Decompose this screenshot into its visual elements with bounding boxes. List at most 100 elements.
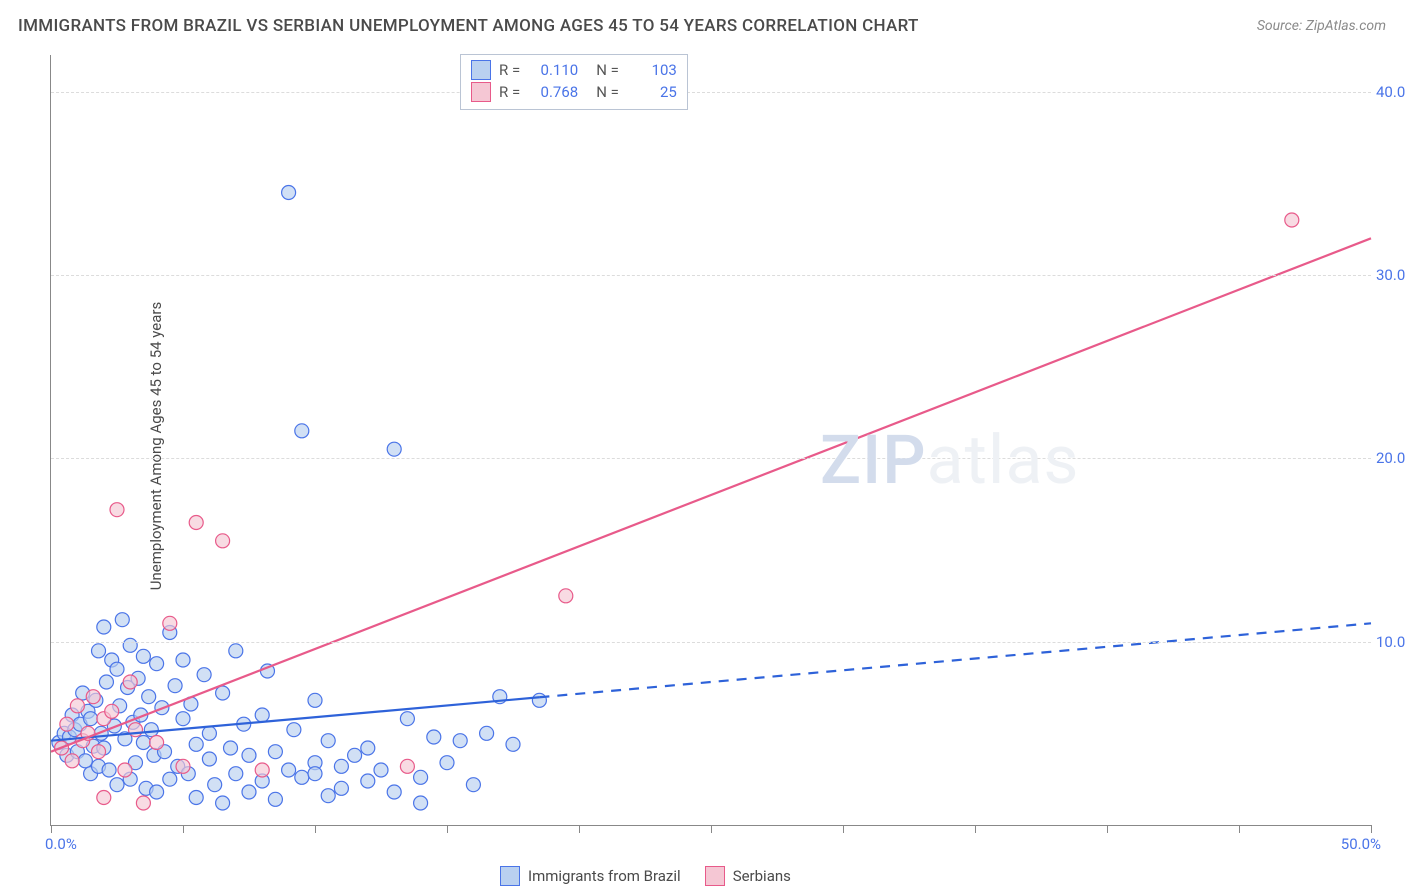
scatter-point xyxy=(466,778,480,792)
scatter-point xyxy=(361,774,375,788)
scatter-point xyxy=(150,736,164,750)
scatter-chart xyxy=(51,55,1371,825)
gridline xyxy=(51,92,1371,93)
scatter-point xyxy=(295,770,309,784)
scatter-point xyxy=(176,653,190,667)
scatter-point xyxy=(136,796,150,810)
scatter-point xyxy=(136,736,150,750)
scatter-point xyxy=(168,679,182,693)
scatter-point xyxy=(99,675,113,689)
scatter-point xyxy=(136,649,150,663)
scatter-point xyxy=(216,796,230,810)
scatter-point xyxy=(105,704,119,718)
scatter-point xyxy=(150,657,164,671)
y-tick-label: 40.0% xyxy=(1376,83,1406,101)
scatter-point xyxy=(321,789,335,803)
scatter-point xyxy=(295,424,309,438)
scatter-point xyxy=(176,712,190,726)
legend-label: Immigrants from Brazil xyxy=(528,867,681,885)
scatter-point xyxy=(414,796,428,810)
trend-line xyxy=(51,238,1371,751)
x-tick xyxy=(1371,825,1372,833)
source-attribution: Source: ZipAtlas.com xyxy=(1257,18,1386,34)
scatter-point xyxy=(308,693,322,707)
x-tick-label: 50.0% xyxy=(1341,835,1381,853)
scatter-point xyxy=(559,589,573,603)
x-tick xyxy=(975,825,976,833)
scatter-point xyxy=(242,748,256,762)
x-tick xyxy=(711,825,712,833)
scatter-point xyxy=(123,638,137,652)
y-tick-label: 20.0% xyxy=(1376,449,1406,467)
legend-r-value: 0.110 xyxy=(528,59,578,81)
scatter-point xyxy=(334,759,348,773)
scatter-point xyxy=(78,754,92,768)
scatter-point xyxy=(110,662,124,676)
legend-item: Immigrants from Brazil xyxy=(500,866,681,886)
scatter-point xyxy=(197,668,211,682)
scatter-point xyxy=(427,730,441,744)
y-tick-label: 30.0% xyxy=(1376,266,1406,284)
scatter-point xyxy=(374,763,388,777)
x-tick xyxy=(447,825,448,833)
x-tick xyxy=(843,825,844,833)
stats-legend: R =0.110N =103R =0.768N =25 xyxy=(460,54,688,110)
x-tick xyxy=(1239,825,1240,833)
scatter-point xyxy=(60,717,74,731)
scatter-point xyxy=(110,778,124,792)
scatter-point xyxy=(282,763,296,777)
scatter-point xyxy=(387,785,401,799)
scatter-point xyxy=(84,712,98,726)
x-tick xyxy=(579,825,580,833)
scatter-point xyxy=(92,745,106,759)
scatter-point xyxy=(414,770,428,784)
scatter-point xyxy=(268,792,282,806)
scatter-point xyxy=(142,690,156,704)
scatter-point xyxy=(86,690,100,704)
scatter-point xyxy=(229,767,243,781)
scatter-point xyxy=(144,723,158,737)
x-tick xyxy=(183,825,184,833)
scatter-point xyxy=(1285,213,1299,227)
scatter-point xyxy=(65,754,79,768)
scatter-point xyxy=(255,763,269,777)
legend-r-value: 0.768 xyxy=(528,81,578,103)
x-tick-label: 0.0% xyxy=(45,835,77,853)
trend-line-extrapolated xyxy=(539,623,1371,697)
scatter-point xyxy=(97,620,111,634)
legend-item: Serbians xyxy=(705,866,791,886)
scatter-point xyxy=(334,781,348,795)
scatter-point xyxy=(208,778,222,792)
scatter-point xyxy=(216,686,230,700)
scatter-point xyxy=(123,675,137,689)
scatter-point xyxy=(176,759,190,773)
x-tick xyxy=(315,825,316,833)
scatter-point xyxy=(97,791,111,805)
scatter-point xyxy=(189,791,203,805)
scatter-point xyxy=(202,752,216,766)
x-tick xyxy=(51,825,52,833)
y-tick-label: 10.0% xyxy=(1376,633,1406,651)
scatter-point xyxy=(229,644,243,658)
scatter-point xyxy=(163,772,177,786)
scatter-point xyxy=(400,712,414,726)
scatter-point xyxy=(440,756,454,770)
scatter-point xyxy=(202,726,216,740)
legend-swatch xyxy=(500,866,520,886)
scatter-point xyxy=(92,644,106,658)
series-legend: Immigrants from Brazil Serbians xyxy=(500,866,791,886)
scatter-point xyxy=(216,534,230,548)
scatter-point xyxy=(308,767,322,781)
gridline xyxy=(51,458,1371,459)
scatter-point xyxy=(242,785,256,799)
legend-n-value: 25 xyxy=(627,81,677,103)
legend-stat-row: R =0.110N =103 xyxy=(471,59,677,81)
scatter-point xyxy=(268,745,282,759)
scatter-point xyxy=(163,616,177,630)
x-tick xyxy=(1107,825,1108,833)
legend-n-value: 103 xyxy=(627,59,677,81)
legend-swatch xyxy=(705,866,725,886)
scatter-point xyxy=(387,442,401,456)
scatter-point xyxy=(532,693,546,707)
gridline xyxy=(51,275,1371,276)
